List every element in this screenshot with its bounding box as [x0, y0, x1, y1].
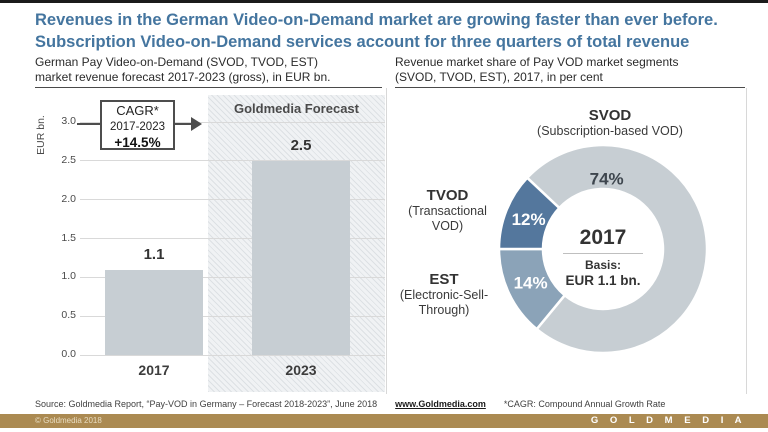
- right-chart-subtitle-line1: Revenue market share of Pay VOD market s…: [395, 55, 679, 69]
- donut-slice-svod: [525, 143, 709, 355]
- gridline: [80, 276, 385, 278]
- donut-percent-label-est: 14%: [514, 274, 548, 293]
- footer-brand-logo: G O L D M E D I A: [590, 415, 746, 426]
- page-title-line1: Revenues in the German Video-on-Demand m…: [35, 11, 718, 29]
- gridline: [80, 160, 385, 162]
- cagr-arrow-head-icon: [191, 117, 202, 131]
- footer-copyright: © Goldmedia 2018: [35, 416, 102, 425]
- page-title-line2: Subscription Video-on-Demand services ac…: [35, 33, 690, 51]
- y-tick-label: 0.5: [61, 309, 76, 322]
- footer-gold-bar: [0, 414, 768, 428]
- cagr-period: 2017-2023: [110, 121, 165, 133]
- cagr-annotation-box: CAGR* 2017-2023 +14.5%: [100, 100, 175, 150]
- gridline: [80, 199, 385, 201]
- pie-segment-label-svod: SVOD (Subscription-based VOD): [480, 107, 740, 139]
- est-sublabel: (Electronic-Sell-Through): [399, 288, 489, 317]
- left-chart-subtitle-line2: market revenue forecast 2017-2023 (gross…: [35, 69, 331, 84]
- footer-source-text: Source: Goldmedia Report, “Pay-VOD in Ge…: [35, 399, 378, 409]
- gridline: [80, 315, 385, 317]
- y-tick-label: 3.0: [61, 115, 76, 127]
- gridline: [80, 238, 385, 239]
- right-chart-subtitle: Revenue market share of Pay VOD market s…: [395, 55, 745, 88]
- left-chart-subtitle: German Pay Video-on-Demand (SVOD, TVOD, …: [35, 55, 382, 88]
- y-tick-label: 1.5: [61, 231, 76, 244]
- cagr-title: CAGR*: [111, 103, 164, 118]
- donut-center-year: 2017: [579, 226, 627, 249]
- pie-segment-label-est: EST (Electronic-Sell-Through): [388, 271, 500, 318]
- forecast-label: Goldmedia Forecast: [234, 101, 359, 116]
- donut-percent-label-tvod: 12%: [512, 210, 546, 229]
- x-category-label: 2017: [138, 362, 170, 378]
- svod-sublabel: (Subscription-based VOD): [537, 124, 683, 138]
- donut-slice-tvod: [497, 176, 562, 251]
- donut-center-label: 2017 Basis: EUR 1.1 bn.: [540, 226, 666, 288]
- y-tick-label: 1.0: [61, 270, 76, 283]
- top-accent-bar: [0, 0, 768, 3]
- pie-segment-label-tvod: TVOD (Transactional VOD): [395, 187, 500, 234]
- bar-2017: [105, 269, 203, 355]
- bar-value-label: 1.1: [143, 245, 165, 263]
- est-label: EST: [429, 271, 459, 288]
- footer-website-link[interactable]: www.Goldmedia.com: [395, 399, 486, 409]
- gridline: [80, 121, 385, 123]
- left-chart-subtitle-line1: German Pay Video-on-Demand (SVOD, TVOD, …: [35, 55, 318, 69]
- x-category-label: 2023: [285, 362, 317, 378]
- y-tick-label: 0.0: [61, 348, 76, 360]
- right-border-line: [746, 88, 747, 394]
- bar-2023: [252, 160, 350, 355]
- tvod-sublabel: (Transactional VOD): [408, 204, 487, 233]
- donut-center-divider: [563, 253, 643, 254]
- donut-chart: 74% 14% 12%: [497, 143, 709, 355]
- donut-basis-label: Basis:: [584, 258, 622, 272]
- y-tick-label: 2.5: [61, 153, 76, 166]
- footer: Source: Goldmedia Report, “Pay-VOD in Ge…: [35, 399, 665, 409]
- y-tick-label: 2.0: [61, 192, 76, 205]
- panel-divider-line: [386, 88, 387, 394]
- svod-label: SVOD: [588, 107, 632, 124]
- donut-basis-value: EUR 1.1 bn.: [565, 273, 641, 288]
- tvod-label: TVOD: [426, 187, 469, 204]
- gridline: [80, 354, 385, 356]
- right-chart-subtitle-line2: (SVOD, TVOD, EST), 2017, in per cent: [395, 69, 603, 84]
- bar-value-label: 2.5: [290, 136, 312, 154]
- cagr-value: +14.5%: [114, 135, 161, 150]
- footer-cagr-note: *CAGR: Compound Annual Growth Rate: [503, 399, 666, 409]
- donut-percent-label-svod: 74%: [590, 170, 624, 189]
